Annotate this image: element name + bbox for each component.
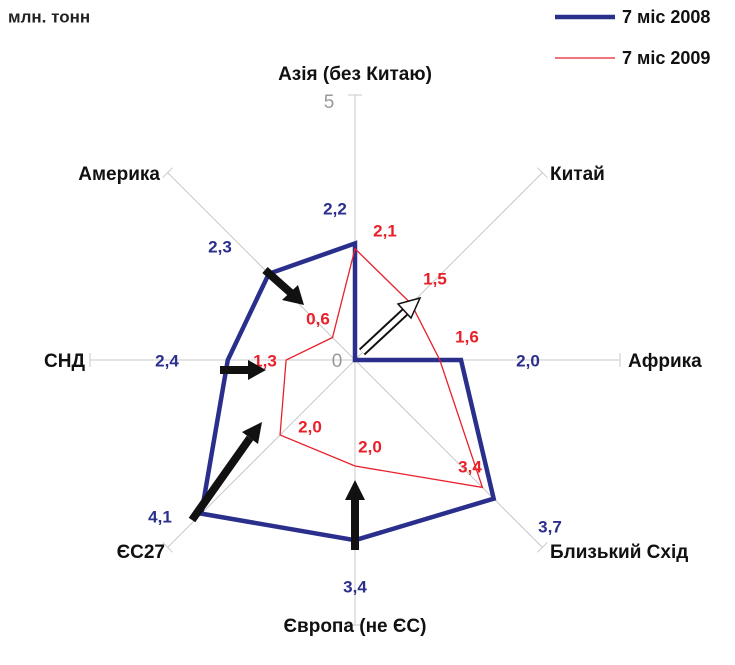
value-label: 0,6 — [306, 309, 330, 328]
value-label: 2,0 — [298, 417, 322, 436]
category-label: Китай — [550, 164, 605, 185]
axis-line — [354, 359, 543, 548]
unit-label: млн. тонн — [8, 7, 90, 26]
category-label: СНД — [44, 351, 85, 372]
category-label: Європа (не ЄС) — [284, 616, 427, 637]
value-label: 3,4 — [343, 577, 367, 596]
tick-label: 0 — [332, 351, 343, 372]
value-label: 1,6 — [455, 327, 479, 346]
axis-end-tick — [162, 542, 173, 553]
value-label: 2,0 — [516, 351, 540, 370]
value-label: 3,7 — [538, 517, 562, 536]
legend-label: 7 міс 2009 — [622, 48, 710, 68]
value-label: 2,1 — [373, 221, 397, 240]
category-label: ЄС27 — [117, 542, 165, 563]
value-label: 2,2 — [323, 199, 347, 218]
value-label: 4,1 — [148, 507, 172, 526]
axis-end-tick — [537, 167, 548, 178]
category-label: Азія (без Китаю) — [278, 64, 432, 85]
value-label: 2,4 — [155, 351, 179, 370]
value-label: 1,3 — [253, 351, 277, 370]
category-label: Америка — [78, 164, 160, 185]
value-label: 3,4 — [458, 457, 482, 476]
axis-end-tick — [537, 542, 548, 553]
axis-end-tick — [162, 167, 173, 178]
tick-label: 5 — [324, 92, 335, 113]
category-label: Африка — [628, 351, 702, 372]
value-label: 2,3 — [208, 237, 232, 256]
legend-label: 7 міс 2008 — [622, 7, 710, 27]
value-label: 2,0 — [358, 437, 382, 456]
arrows — [188, 267, 422, 550]
value-label: 1,5 — [423, 269, 447, 288]
axis-line — [167, 172, 356, 361]
series-polygon — [279, 247, 484, 489]
category-label: Близький Схід — [550, 542, 688, 563]
